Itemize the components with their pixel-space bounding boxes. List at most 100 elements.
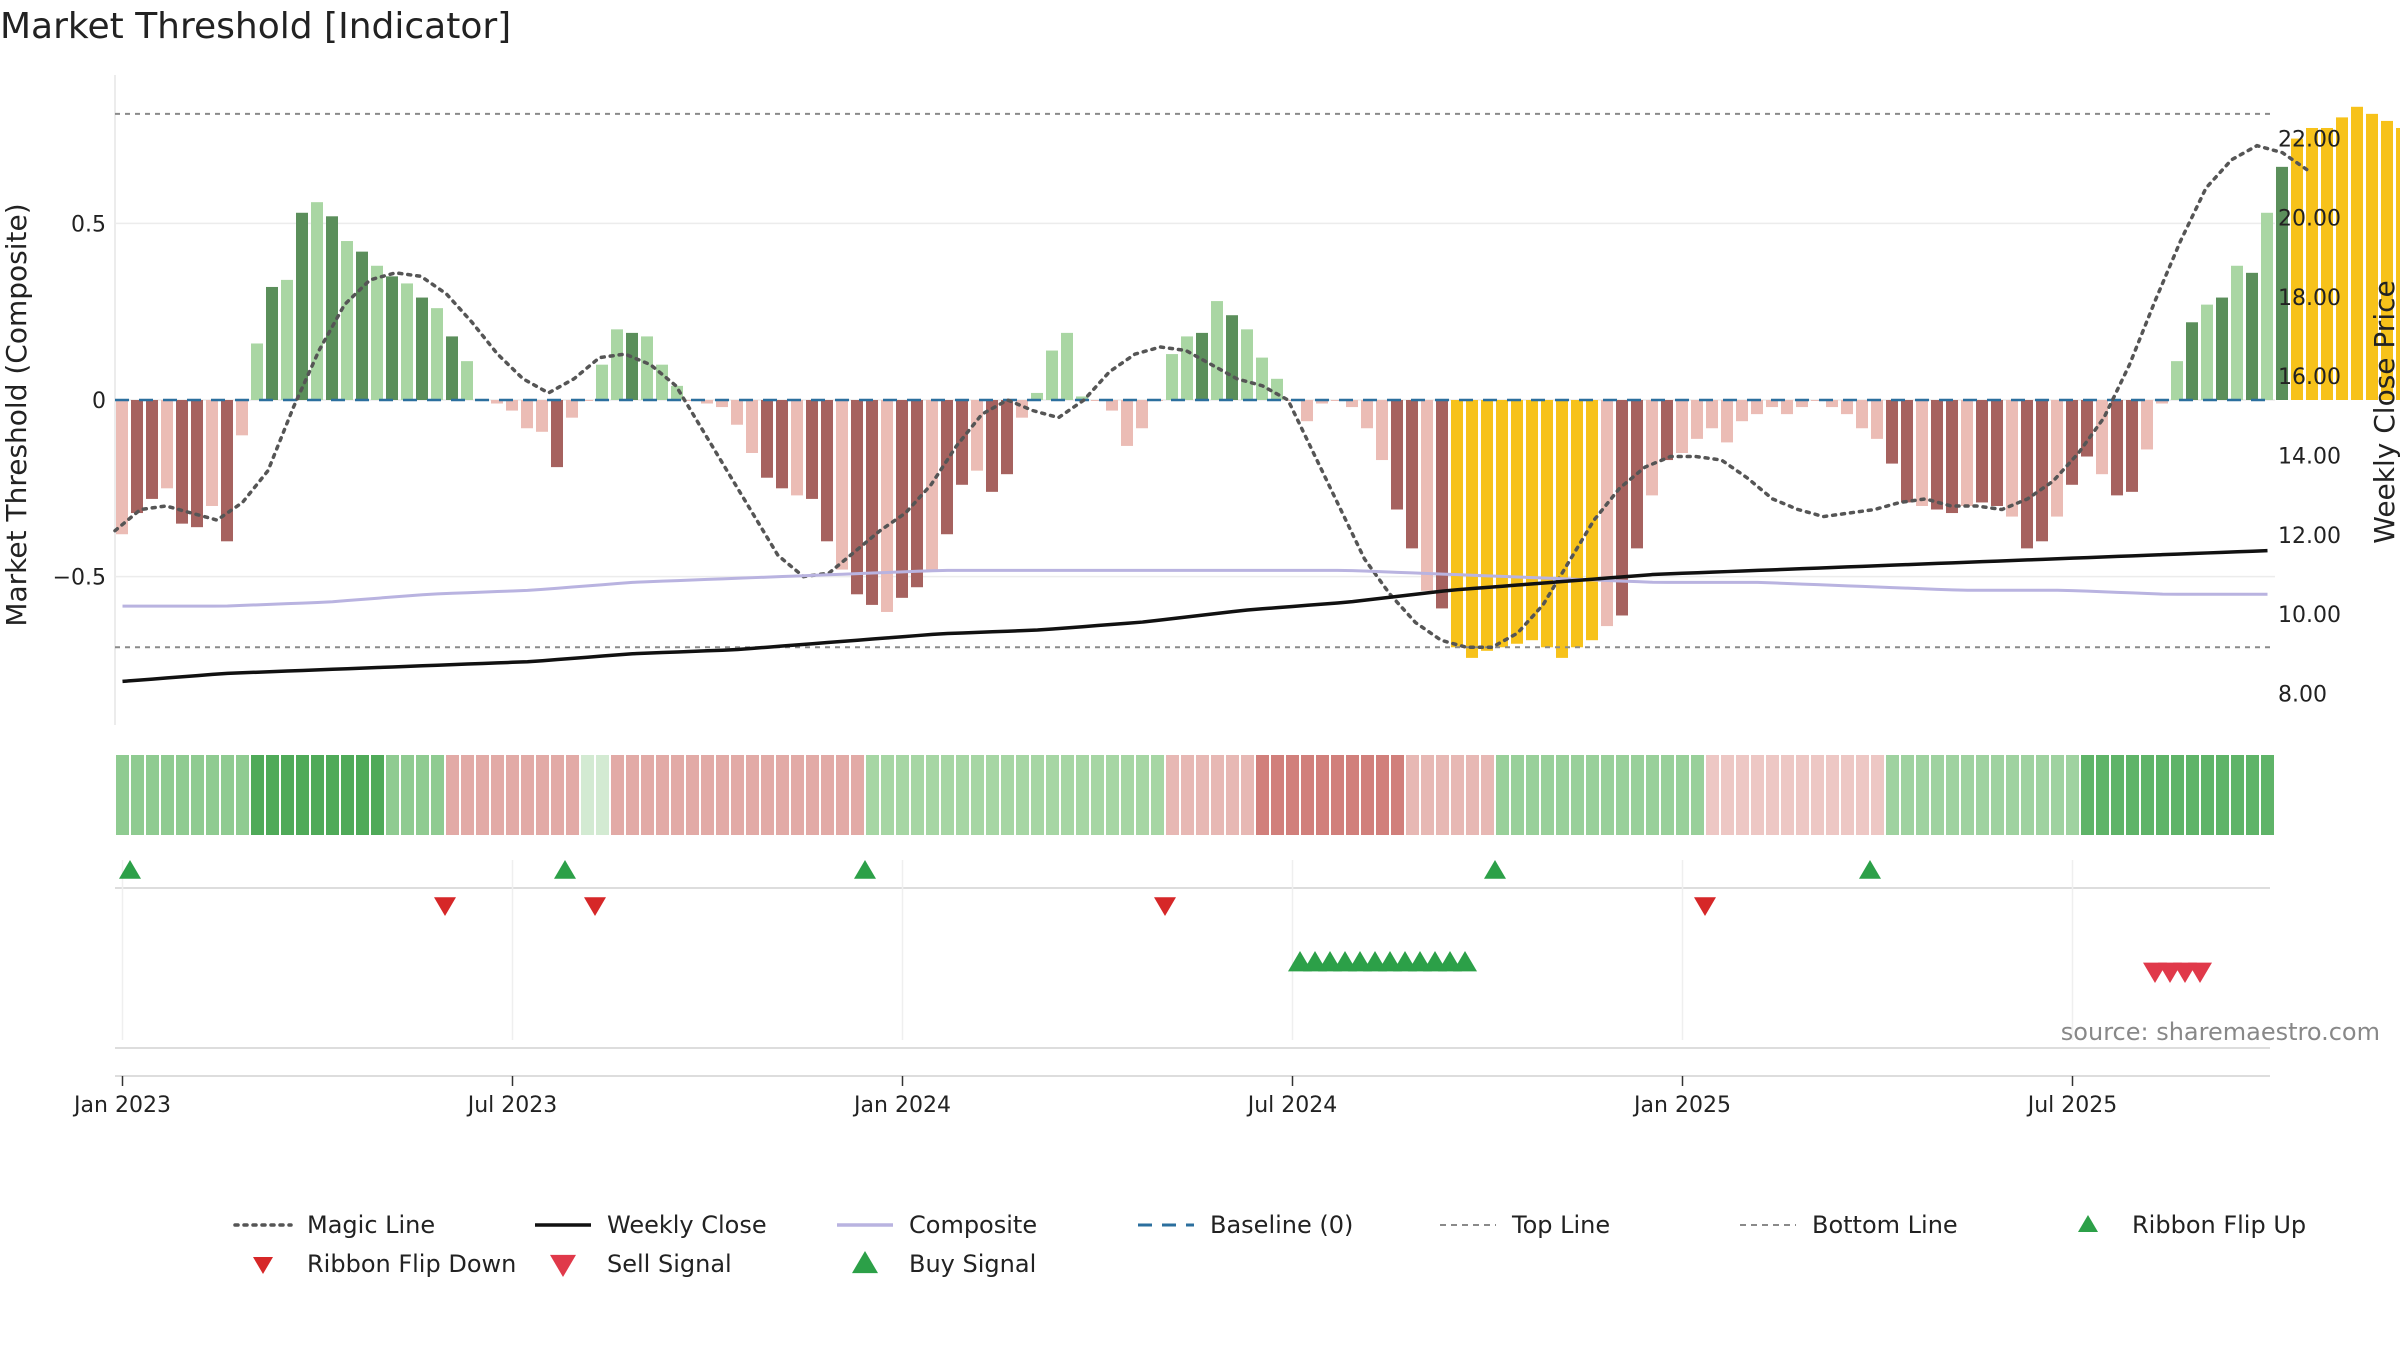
histogram-bar [1346,400,1358,408]
ribbon-cell [1916,755,1929,835]
ribbon-cell [191,755,204,835]
ribbon-cell [1931,755,1944,835]
ribbon-cell [2156,755,2169,835]
ribbon-cell [1196,755,1209,835]
histogram-bar [2321,127,2333,400]
histogram-bar [401,283,413,400]
histogram-bar [1451,400,1463,648]
histogram-bar [641,336,653,400]
legend-marker [550,1254,576,1277]
ribbon-cell [2096,755,2109,835]
histogram-bar [731,400,743,425]
ribbon-cell [2201,755,2214,835]
histogram-bar [311,202,323,400]
histogram-bar [746,400,758,453]
histogram-bar [2111,400,2123,496]
histogram-bar [2066,400,2078,485]
histogram-bar [266,286,278,400]
ribbon-cell [1766,755,1779,835]
ribbon-cell [1136,755,1149,835]
ribbon-cell [2066,755,2079,835]
right-tick-label: 14.00 [2278,444,2341,469]
histogram-bar [1241,329,1253,400]
histogram-bar [2366,113,2378,400]
ribbon-flip-up-marker [1859,860,1881,879]
histogram-bar [1781,400,1793,415]
legend-label: Bottom Line [1812,1211,1958,1239]
histogram-bar [1721,400,1733,443]
histogram-bar [1496,400,1508,648]
histogram-bar [611,329,623,400]
legend-label: Buy Signal [909,1250,1036,1278]
ribbon-flip-up-marker [1484,860,1506,879]
histogram-bar [146,400,158,499]
ribbon-cell [1856,755,1869,835]
ribbon-cell [1061,755,1074,835]
histogram-bar [2171,361,2183,400]
right-tick-label: 12.00 [2278,524,2341,549]
ribbon-cell [1676,755,1689,835]
histogram-bar [536,400,548,432]
ribbon-cell [1601,755,1614,835]
ribbon-cell [626,755,639,835]
histogram-bar [1421,400,1433,591]
legend-marker [253,1257,273,1274]
histogram-bar [1211,301,1223,400]
ribbon-cell [1271,755,1284,835]
ribbon-cell [701,755,714,835]
ribbon-cell [596,755,609,835]
ribbon-cell [1046,755,1059,835]
histogram-bar [1301,400,1313,422]
histogram-bar [1946,400,1958,514]
histogram-bar [1271,378,1283,400]
ribbon-cell [1871,755,1884,835]
x-tick-label: Jul 2024 [1246,1093,1338,1118]
histogram-bar [1136,400,1148,429]
ribbon-cell [2081,755,2094,835]
histogram-bar [2081,400,2093,457]
histogram-bar [416,297,428,400]
ribbon-cell [1091,755,1104,835]
histogram-bar [821,400,833,542]
histogram-bar [761,400,773,478]
histogram-bar [596,364,608,400]
legend-marker [852,1251,878,1274]
ribbon-cell [2216,755,2229,835]
x-tick-label: Jan 2024 [852,1093,951,1118]
histogram-bar [1526,400,1538,641]
ribbon-cell [116,755,129,835]
histogram-bar [221,400,233,542]
ribbon-cell [956,755,969,835]
ribbon-flip-down-marker [1694,897,1716,916]
ribbon-cell [1106,755,1119,835]
ribbon-cell [896,755,909,835]
histogram-bar [1181,336,1193,400]
ribbon-cell [1616,755,1629,835]
ribbon-cell [986,755,999,835]
histogram-bar [1556,400,1568,658]
ribbon-cell [221,755,234,835]
legend-label: Composite [909,1211,1037,1239]
histogram-bar [341,241,353,400]
histogram-bar [776,400,788,489]
x-tick-label: Jan 2025 [1632,1093,1731,1118]
ribbon-cell [1466,755,1479,835]
ribbon-cell [731,755,744,835]
ribbon-cell [1706,755,1719,835]
legend-swatch [550,1254,576,1277]
ribbon-cell [971,755,984,835]
legend-swatch [253,1257,273,1274]
ribbon-cell [1376,755,1389,835]
legend-label: Baseline (0) [1210,1211,1353,1239]
ribbon-cell [1976,755,1989,835]
histogram-bar [1901,400,1913,503]
histogram-bar [1646,400,1658,496]
legend-swatch [2078,1215,2098,1232]
legend-label: Ribbon Flip Down [307,1250,516,1278]
x-tick-label: Jul 2025 [2026,1093,2118,1118]
right-axis-ticks: 22.00 20.00 18.00 16.00 14.00 12.00 10.00 8.00 [2278,127,2341,707]
ribbon-cell [1586,755,1599,835]
histogram-bar [1061,332,1073,400]
histogram-bar [461,361,473,400]
ribbon-cell [2141,755,2154,835]
